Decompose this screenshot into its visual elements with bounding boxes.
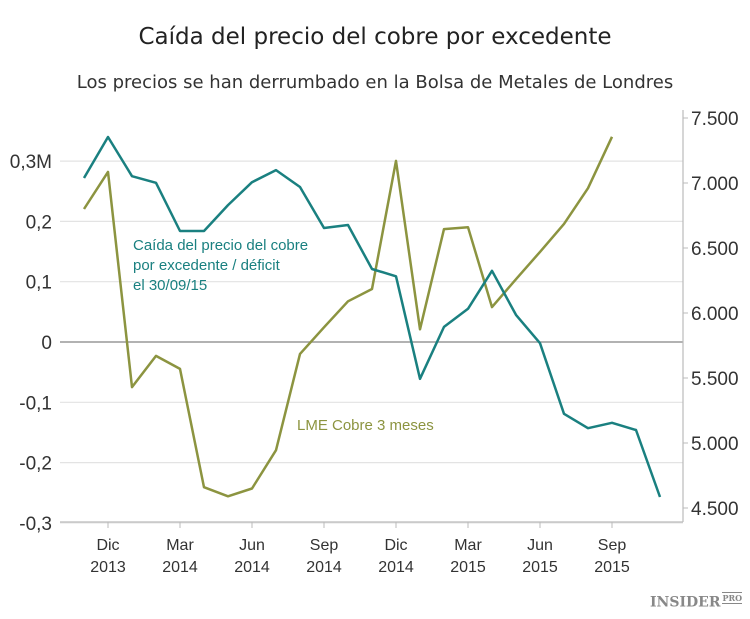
right-tick-label: 6.500 (691, 239, 739, 260)
left-tick-label: -0,2 (19, 454, 52, 475)
right-tick-label: 7.500 (691, 109, 739, 130)
x-tick-label: Mar (166, 537, 194, 554)
x-tick-label: Jun (527, 537, 553, 554)
right-tick-label: 6.000 (691, 304, 739, 325)
x-tick-label: Dic (96, 537, 119, 554)
chart-title: Caída del precio del cobre por excedente (138, 24, 612, 50)
x-tick-label: 2013 (90, 559, 126, 576)
right-tick-label: 4.500 (691, 499, 739, 520)
x-tick-label: Dic (384, 537, 407, 554)
series-label: por excedente / déficit (133, 257, 281, 274)
x-tick-label: Sep (598, 537, 627, 554)
x-tick-label: 2014 (378, 559, 414, 576)
left-tick-label: 0,1 (26, 273, 52, 294)
x-tick-label: Jun (239, 537, 265, 554)
x-tick-label: 2015 (522, 559, 558, 576)
series-line (82, 135, 662, 498)
series-line (82, 136, 614, 498)
insider-pro-logo: INSIDER PRO (650, 592, 743, 611)
x-tick-label: 2014 (306, 559, 342, 576)
series-label: Caída del precio del cobre (133, 237, 308, 254)
chart-subtitle: Los precios se han derrumbado en la Bols… (76, 72, 674, 93)
logo-sub: PRO (722, 592, 743, 604)
x-tick-label: 2015 (594, 559, 630, 576)
left-tick-label: 0,3M (10, 152, 52, 173)
right-tick-label: 5.000 (691, 434, 739, 455)
logo-text: INSIDER (650, 594, 721, 611)
left-tick-label: -0,3 (19, 514, 52, 535)
x-tick-label: Mar (454, 537, 482, 554)
left-tick-label: -0,1 (19, 393, 52, 414)
x-tick-label: 2015 (450, 559, 486, 576)
x-tick-label: 2014 (234, 559, 270, 576)
right-tick-label: 5.500 (691, 369, 739, 390)
x-tick-label: 2014 (162, 559, 198, 576)
series-label: el 30/09/15 (133, 277, 207, 294)
right-tick-label: 7.000 (691, 174, 739, 195)
left-tick-label: 0,2 (26, 212, 52, 233)
left-tick-label: 0 (41, 333, 52, 354)
series-label: LME Cobre 3 meses (297, 417, 434, 434)
x-tick-label: Sep (310, 537, 339, 554)
